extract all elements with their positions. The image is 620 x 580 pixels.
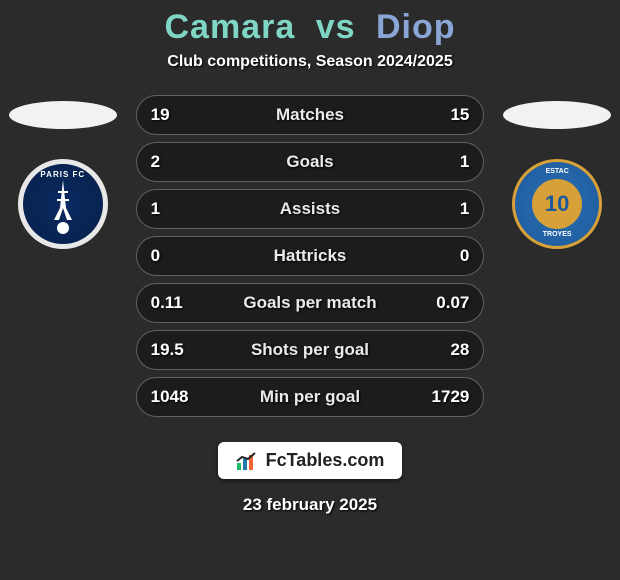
stat-row-goals-per-match: 0.11 Goals per match 0.07: [136, 283, 485, 323]
stat-row-matches: 19 Matches 15: [136, 95, 485, 135]
stat-row-goals: 2 Goals 1: [136, 142, 485, 182]
stat-left: 19.5: [151, 340, 207, 360]
title-player2: Diop: [376, 8, 456, 46]
stat-right: 1: [413, 152, 469, 172]
date: 23 february 2025: [0, 495, 620, 515]
site-link[interactable]: FcTables.com: [218, 442, 403, 479]
club-badge-troyes-top: ESTAC: [515, 168, 599, 175]
stat-row-min-per-goal: 1048 Min per goal 1729: [136, 377, 485, 417]
stat-row-assists: 1 Assists 1: [136, 189, 485, 229]
stat-left: 2: [151, 152, 207, 172]
ball-icon: [57, 222, 69, 234]
stat-row-shots-per-goal: 19.5 Shots per goal 28: [136, 330, 485, 370]
comparison-card: Camara vs Diop Club competitions, Season…: [0, 0, 620, 580]
title-vs: vs: [316, 8, 356, 46]
footer: FcTables.com 23 february 2025: [0, 442, 620, 515]
player1-photo-placeholder: [9, 101, 117, 129]
stat-right: 1: [413, 199, 469, 219]
stat-left: 19: [151, 105, 207, 125]
player2-photo-placeholder: [503, 101, 611, 129]
club-badge-troyes: ESTAC 10 TROYES: [512, 159, 602, 249]
stat-left: 1048: [151, 387, 207, 407]
stat-right: 1729: [413, 387, 469, 407]
stat-right: 28: [413, 340, 469, 360]
stat-left: 1: [151, 199, 207, 219]
site-label: FcTables.com: [266, 450, 385, 471]
stat-left: 0.11: [151, 293, 207, 313]
stat-left: 0: [151, 246, 207, 266]
club-badge-troyes-inner: 10: [532, 179, 582, 229]
subtitle: Club competitions, Season 2024/2025: [0, 53, 620, 71]
main-row: PARIS FC 19 Matches 15 2 G: [0, 95, 620, 424]
stats-column: 19 Matches 15 2 Goals 1 1 Assists 1 0 Ha…: [136, 95, 485, 424]
right-player-col: ESTAC 10 TROYES: [502, 95, 612, 249]
stat-right: 0: [413, 246, 469, 266]
stat-right: 0.07: [413, 293, 469, 313]
title-player1: Camara: [164, 8, 295, 46]
title: Camara vs Diop: [0, 8, 620, 47]
stat-right: 15: [413, 105, 469, 125]
left-player-col: PARIS FC: [8, 95, 118, 249]
club-badge-troyes-bot: TROYES: [515, 231, 599, 238]
club-badge-parisfc: PARIS FC: [18, 159, 108, 249]
chart-icon: [236, 451, 258, 471]
stat-row-hattricks: 0 Hattricks 0: [136, 236, 485, 276]
club-badge-parisfc-label: PARIS FC: [23, 170, 103, 179]
